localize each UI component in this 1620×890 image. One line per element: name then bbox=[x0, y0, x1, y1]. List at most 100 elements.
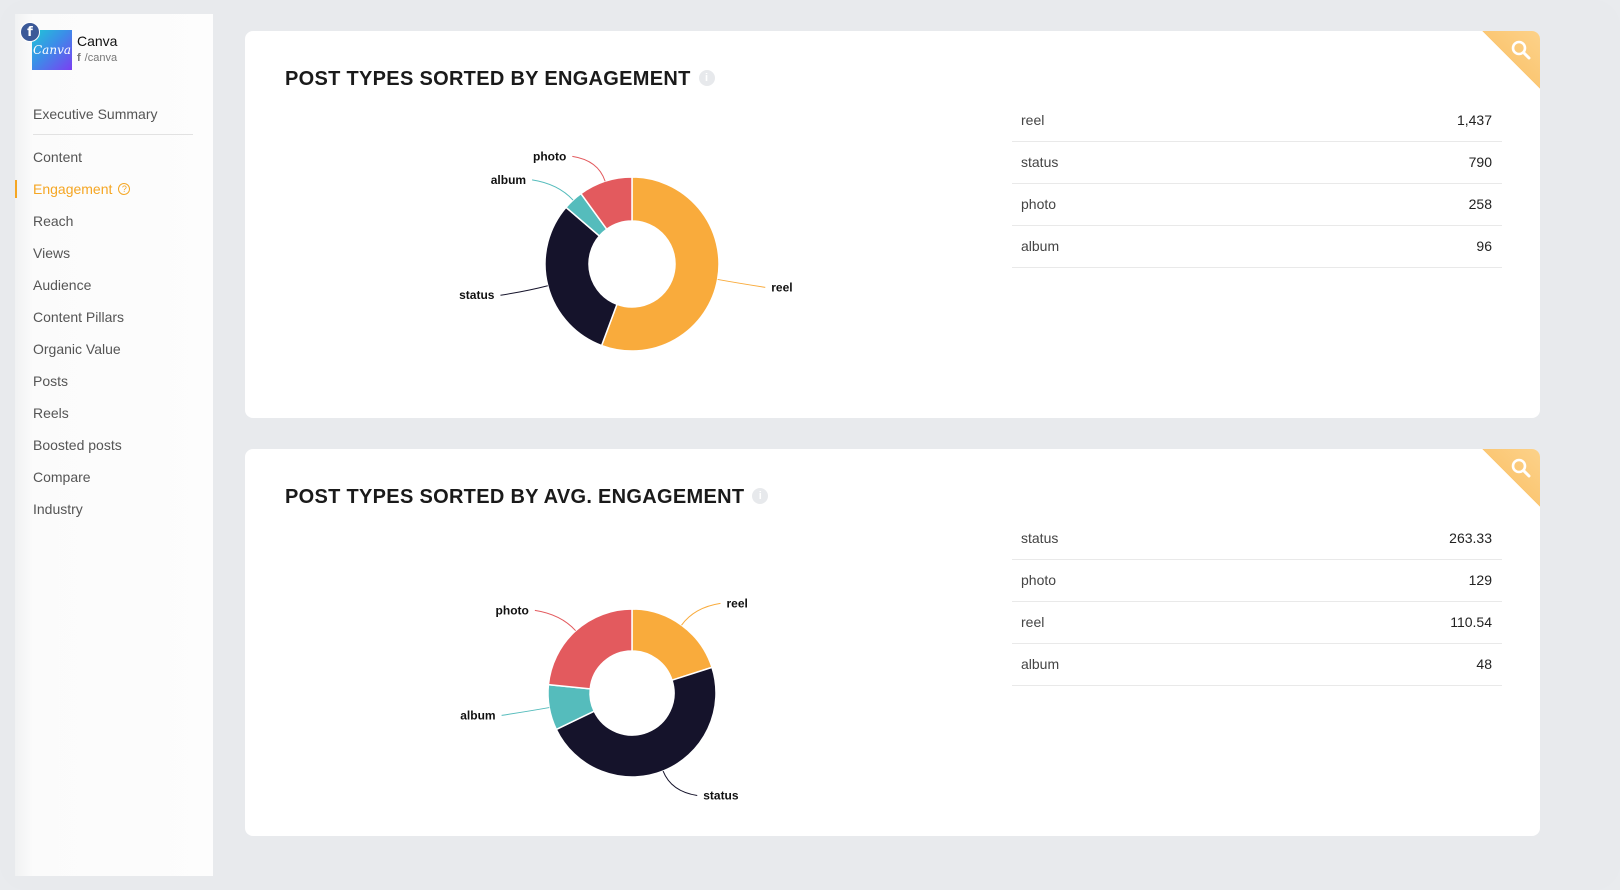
pie-slice-photo[interactable] bbox=[579, 176, 633, 231]
sidebar-item-content-pillars[interactable]: Content Pillars bbox=[15, 301, 213, 333]
zoom-button[interactable] bbox=[1482, 31, 1540, 89]
table-row: photo 258 bbox=[1012, 184, 1502, 226]
row-value: 258 bbox=[1468, 196, 1492, 212]
sidebar-nav: Executive Summary Content Engagement? Re… bbox=[15, 98, 213, 525]
slice-label-album: album bbox=[460, 708, 495, 722]
slice-label-photo: photo bbox=[533, 149, 566, 163]
slice-label-reel: reel bbox=[726, 596, 747, 610]
sidebar: Canva f Canva f/canva Executive Summary … bbox=[15, 14, 213, 876]
row-value: 129 bbox=[1468, 572, 1492, 588]
row-label: reel bbox=[1021, 112, 1045, 128]
card-title: POST TYPES SORTED BY ENGAGEMENT i bbox=[285, 68, 715, 91]
sidebar-item-label: Executive Summary bbox=[33, 106, 158, 122]
brand-name: Canva bbox=[77, 33, 118, 49]
slice-label-album: album bbox=[491, 173, 526, 187]
card-title: POST TYPES SORTED BY AVG. ENGAGEMENT i bbox=[285, 486, 769, 509]
sidebar-item-content[interactable]: Content bbox=[15, 141, 213, 173]
row-value: 790 bbox=[1468, 154, 1492, 170]
help-icon[interactable]: ? bbox=[118, 183, 131, 196]
table-row: photo 129 bbox=[1012, 560, 1502, 602]
row-value: 110.54 bbox=[1450, 614, 1492, 630]
leader-line-reel bbox=[681, 602, 721, 626]
row-label: album bbox=[1021, 238, 1060, 254]
row-label: status bbox=[1021, 530, 1059, 546]
data-table: reel 1,437 status 790 photo 258 album 96 bbox=[1012, 100, 1502, 268]
pie-slice-status[interactable] bbox=[544, 206, 618, 347]
sidebar-item-organic-value[interactable]: Organic Value bbox=[15, 333, 213, 365]
brand-logo: Canva bbox=[32, 30, 72, 70]
row-label: album bbox=[1021, 656, 1060, 672]
brand-logo-text: Canva bbox=[33, 43, 71, 57]
sidebar-item-posts[interactable]: Posts bbox=[15, 365, 213, 397]
sidebar-item-label: Boosted posts bbox=[33, 437, 122, 453]
sidebar-item-label: Content bbox=[33, 149, 83, 165]
sidebar-item-label: Reach bbox=[33, 213, 74, 229]
card-title-text: POST TYPES SORTED BY ENGAGEMENT bbox=[285, 68, 691, 90]
brand-handle: f/canva bbox=[77, 52, 117, 64]
row-label: status bbox=[1021, 154, 1059, 170]
row-value: 1,437 bbox=[1456, 112, 1492, 128]
pie-slice-reel[interactable] bbox=[631, 608, 713, 682]
row-label: photo bbox=[1021, 572, 1057, 588]
slice-label-photo: photo bbox=[496, 603, 529, 617]
sidebar-item-engagement[interactable]: Engagement? bbox=[15, 173, 213, 205]
table-row: reel 110.54 bbox=[1012, 602, 1502, 644]
sidebar-item-label: Audience bbox=[33, 277, 92, 293]
zoom-button[interactable] bbox=[1482, 449, 1540, 507]
donut-chart-avg-engagement: reel status album photo bbox=[460, 596, 748, 802]
leader-line-status bbox=[500, 285, 548, 296]
leader-line-album bbox=[532, 179, 574, 201]
sidebar-item-industry[interactable]: Industry bbox=[15, 493, 213, 525]
pie-slice-status[interactable] bbox=[555, 666, 717, 778]
table-row: status 790 bbox=[1012, 142, 1502, 184]
leader-line-status bbox=[662, 770, 698, 796]
info-icon[interactable]: i bbox=[698, 69, 715, 86]
engagement-card: POST TYPES SORTED BY ENGAGEMENT i reel sta… bbox=[245, 31, 1540, 418]
card-title-text: POST TYPES SORTED BY AVG. ENGAGEMENT bbox=[285, 486, 745, 508]
leader-line-photo bbox=[572, 155, 606, 182]
sidebar-item-compare[interactable]: Compare bbox=[15, 461, 213, 493]
sidebar-item-label: Views bbox=[33, 245, 71, 261]
sidebar-divider bbox=[33, 134, 193, 135]
search-icon bbox=[1511, 40, 1531, 60]
row-value: 48 bbox=[1476, 656, 1492, 672]
table-row: album 48 bbox=[1012, 644, 1502, 686]
row-value: 263.33 bbox=[1449, 530, 1492, 546]
brand-header[interactable]: Canva f Canva f/canva bbox=[20, 22, 212, 90]
sidebar-item-label: Industry bbox=[33, 501, 83, 517]
donut-chart-engagement: reel status album photo bbox=[459, 149, 793, 352]
sidebar-item-views[interactable]: Views bbox=[15, 237, 213, 269]
sidebar-item-label: Content Pillars bbox=[33, 309, 125, 325]
facebook-icon: f bbox=[20, 22, 40, 42]
sidebar-item-label: Organic Value bbox=[33, 341, 121, 357]
sidebar-item-boosted-posts[interactable]: Boosted posts bbox=[15, 429, 213, 461]
table-row: album 96 bbox=[1012, 226, 1502, 268]
data-table: status 263.33 photo 129 reel 110.54 album 48 bbox=[1012, 518, 1502, 686]
leader-line-photo bbox=[534, 609, 576, 632]
sidebar-item-executive-summary[interactable]: Executive Summary bbox=[15, 98, 213, 130]
pie-slice-reel[interactable] bbox=[600, 176, 720, 352]
row-value: 96 bbox=[1476, 238, 1492, 254]
pie-slice-photo[interactable] bbox=[547, 608, 633, 690]
table-row: status 263.33 bbox=[1012, 518, 1502, 560]
sidebar-item-label: Compare bbox=[33, 469, 91, 485]
sidebar-item-reach[interactable]: Reach bbox=[15, 205, 213, 237]
slice-label-status: status bbox=[703, 788, 739, 802]
search-icon bbox=[1511, 458, 1531, 478]
leader-line-reel bbox=[717, 278, 766, 288]
facebook-small-icon: f bbox=[77, 52, 81, 64]
sidebar-item-label: Reels bbox=[33, 405, 69, 421]
sidebar-item-reels[interactable]: Reels bbox=[15, 397, 213, 429]
sidebar-item-audience[interactable]: Audience bbox=[15, 269, 213, 301]
slice-label-status: status bbox=[459, 288, 495, 302]
row-label: photo bbox=[1021, 196, 1057, 212]
info-icon[interactable]: i bbox=[752, 487, 769, 504]
leader-line-album bbox=[501, 707, 550, 716]
slice-label-reel: reel bbox=[771, 280, 792, 294]
row-label: reel bbox=[1021, 614, 1045, 630]
sidebar-item-label: Engagement bbox=[33, 181, 113, 197]
sidebar-item-label: Posts bbox=[33, 373, 69, 389]
brand-handle-text: /canva bbox=[84, 52, 118, 64]
table-row: reel 1,437 bbox=[1012, 100, 1502, 142]
